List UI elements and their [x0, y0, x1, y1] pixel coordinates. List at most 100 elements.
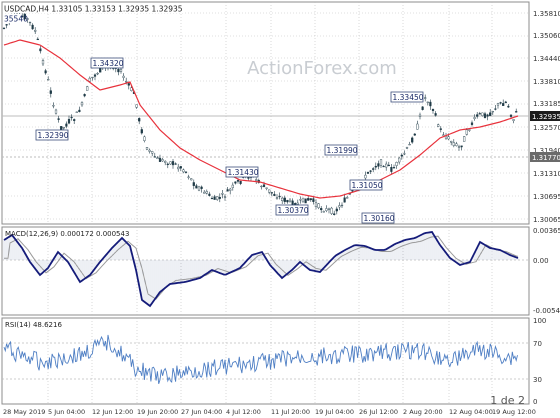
candle-body — [161, 159, 164, 162]
time-tick: 27 Jun 04:00 — [181, 408, 222, 416]
main-panel-frame — [1, 1, 530, 225]
candle-body — [405, 147, 409, 149]
price-tick: 1.30065 — [533, 216, 560, 224]
candle-body — [299, 199, 302, 201]
time-axis: 28 May 2019 5 Jun 04:00 12 Jun 12:00 19 … — [3, 408, 536, 416]
candle-body — [138, 118, 141, 122]
candle-body — [57, 118, 60, 120]
candle-body — [421, 106, 424, 110]
time-tick: 4 Jul 12:00 — [226, 408, 261, 416]
annotation-low-1: 1.32390 — [38, 131, 69, 140]
time-tick: 19 Jun 20:00 — [137, 408, 178, 416]
candle-body — [369, 170, 372, 172]
candle-body — [226, 189, 229, 192]
time-tick: 26 Jul 12:00 — [359, 408, 398, 416]
candle-body — [499, 102, 502, 104]
candle-body — [307, 198, 310, 201]
candle-body — [338, 205, 341, 208]
rsi-axis-0: 0 — [533, 398, 537, 406]
candle-body — [70, 116, 73, 119]
macd-axis-zero: 0.00 — [533, 257, 549, 265]
rsi-axis-30: 30 — [533, 376, 542, 384]
candle-body — [205, 191, 208, 194]
candle-body — [93, 74, 97, 77]
price-tick: 1.35060 — [533, 32, 560, 40]
candle-body — [153, 156, 156, 158]
price-tick: 1.32570 — [533, 124, 560, 132]
candle-body — [429, 101, 432, 107]
candle-body — [47, 79, 50, 81]
candle-body — [450, 140, 453, 143]
candle-body — [73, 119, 76, 121]
candle-body — [67, 118, 71, 124]
candle-body — [340, 204, 344, 207]
candle-body — [418, 114, 422, 118]
candle-body — [413, 133, 416, 136]
rsi-line — [3, 334, 518, 384]
candle-body — [62, 127, 65, 129]
candle-body — [88, 77, 91, 82]
price-tick: 1.34440 — [533, 55, 560, 63]
symbol-label: USDCAD,H4 1.33105 1.33153 1.32935 1.3293… — [4, 5, 183, 14]
candle-body — [442, 134, 445, 136]
candle-body — [127, 83, 130, 86]
candle-body — [385, 163, 388, 168]
annotation-low-3: 1.30160 — [364, 214, 395, 223]
page-indicator[interactable]: 1 de 2 — [490, 394, 525, 407]
candle-body — [5, 24, 8, 26]
candle-body — [203, 191, 206, 194]
annotation-high-3: 1.31990 — [327, 146, 358, 155]
candle-body — [49, 90, 52, 94]
macd-signal-line — [4, 235, 519, 300]
candle-body — [496, 103, 500, 106]
candle-body — [286, 200, 289, 203]
macd-axis-bottom: -0.005489 — [533, 307, 560, 315]
price-axis: 1.35810 1.35060 1.34440 1.33810 1.33185 … — [530, 10, 560, 224]
candle-body — [431, 108, 435, 111]
candle-body — [208, 193, 211, 196]
current-price-tag: 1.32935 — [532, 113, 560, 121]
candle-body — [465, 129, 468, 135]
candle-body — [41, 59, 45, 65]
candle-body — [364, 174, 367, 179]
candle-body — [400, 154, 403, 157]
candle-body — [179, 166, 182, 169]
candle-body — [239, 181, 242, 184]
candle-body — [125, 81, 128, 83]
candle-body — [317, 203, 320, 209]
candle-body — [333, 213, 336, 215]
candle-body — [197, 186, 201, 191]
candle-body — [130, 87, 133, 92]
candle-body — [135, 104, 138, 108]
candle-body — [218, 196, 221, 199]
candle-body — [439, 128, 442, 130]
candle-body — [424, 97, 427, 99]
candle-body — [200, 186, 203, 189]
candle-body — [2, 27, 6, 29]
candle-body — [262, 184, 266, 188]
candle-body — [39, 48, 42, 52]
price-tick: 1.35810 — [533, 10, 560, 18]
time-tick: 5 Jun 04:00 — [48, 408, 85, 416]
candle-body — [494, 108, 497, 110]
annotation-high-2: 1.31430 — [228, 168, 259, 177]
candle-body — [403, 153, 406, 155]
candle-body — [221, 193, 224, 195]
candle-body — [148, 149, 151, 152]
candle-body — [229, 188, 232, 191]
candle-body — [52, 105, 55, 107]
reference-price-tag: 1.31770 — [532, 154, 560, 162]
candle-body — [460, 145, 463, 148]
candle-body — [372, 168, 375, 170]
candle-body — [351, 190, 354, 192]
candle-body — [216, 196, 219, 200]
candle-body — [447, 136, 450, 140]
candle-body — [143, 136, 146, 141]
annotation-low-2: 1.30370 — [278, 206, 309, 215]
rsi-label: RSI(14) 48.6216 — [5, 321, 62, 329]
candle-body — [223, 196, 227, 198]
candle-body — [434, 113, 437, 116]
candle-body — [395, 162, 398, 166]
moving-average-line — [3, 39, 519, 199]
